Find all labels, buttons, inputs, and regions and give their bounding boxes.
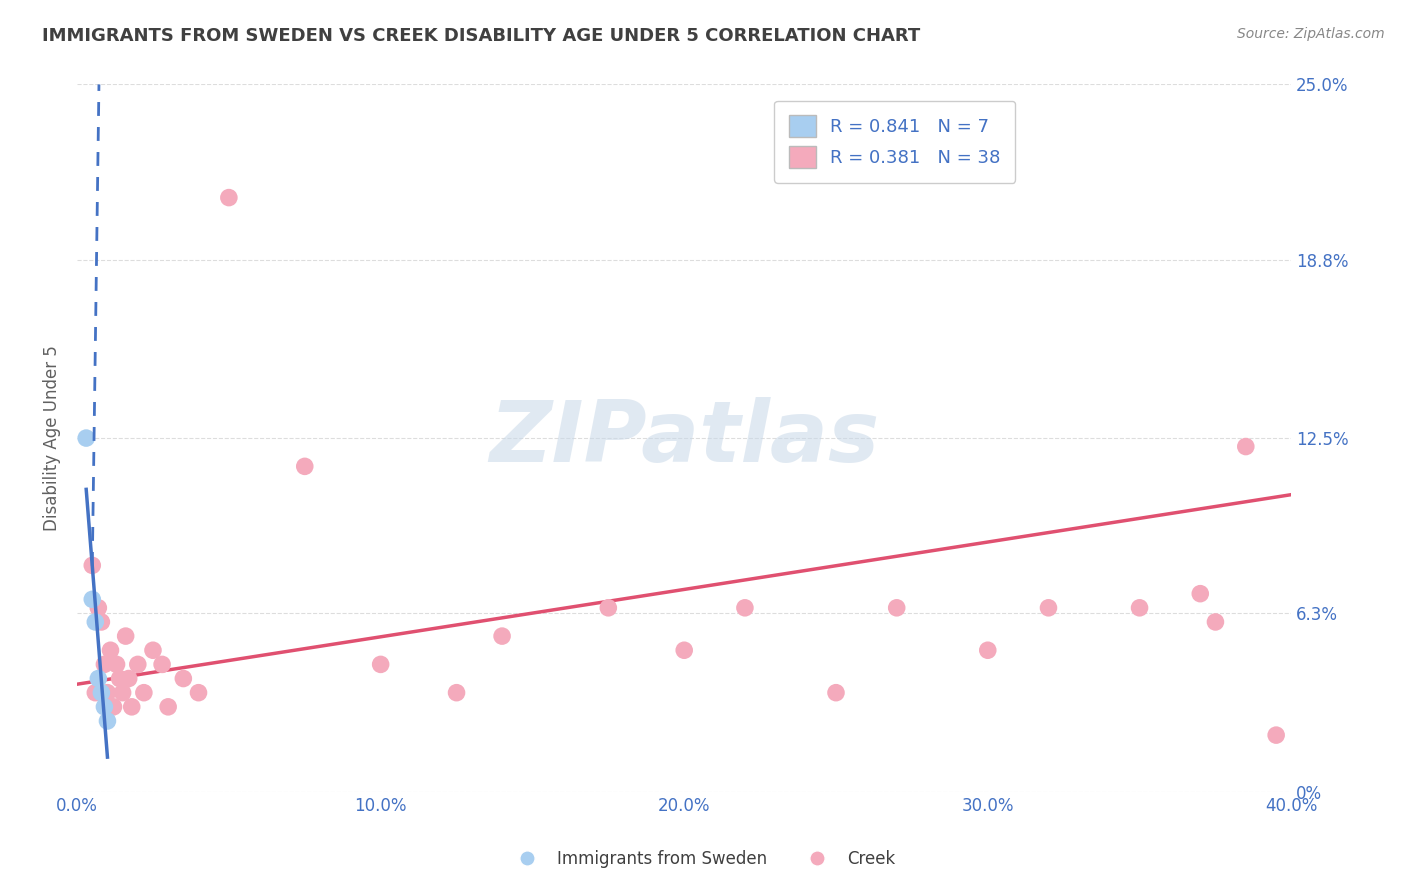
Point	[142, 643, 165, 657]
Point	[105, 657, 128, 672]
Point	[84, 686, 107, 700]
Point	[294, 459, 316, 474]
Point	[87, 600, 110, 615]
Point	[1038, 600, 1060, 615]
Y-axis label: Disability Age Under 5: Disability Age Under 5	[44, 345, 60, 531]
Point	[1265, 728, 1288, 742]
Point	[886, 600, 908, 615]
Point	[96, 686, 118, 700]
Point	[111, 686, 134, 700]
Point	[108, 672, 131, 686]
Point	[90, 615, 112, 629]
Point	[96, 714, 118, 728]
Point	[93, 699, 115, 714]
Point	[114, 629, 136, 643]
Point	[157, 699, 180, 714]
Text: Source: ZipAtlas.com: Source: ZipAtlas.com	[1237, 27, 1385, 41]
Text: IMMIGRANTS FROM SWEDEN VS CREEK DISABILITY AGE UNDER 5 CORRELATION CHART: IMMIGRANTS FROM SWEDEN VS CREEK DISABILI…	[42, 27, 921, 45]
Point	[370, 657, 392, 672]
Point	[121, 699, 143, 714]
Point	[673, 643, 696, 657]
Point	[1189, 587, 1212, 601]
Point	[825, 686, 848, 700]
Point	[1204, 615, 1226, 629]
Point	[1234, 440, 1257, 454]
Point	[150, 657, 173, 672]
Point	[734, 600, 756, 615]
Point	[132, 686, 155, 700]
Point	[82, 558, 104, 573]
Point	[127, 657, 149, 672]
Point	[172, 672, 194, 686]
Point	[84, 615, 107, 629]
Point	[446, 686, 468, 700]
Point	[491, 629, 513, 643]
Legend: R = 0.841   N = 7, R = 0.381   N = 38: R = 0.841 N = 7, R = 0.381 N = 38	[775, 101, 1015, 183]
Point	[1128, 600, 1150, 615]
Point	[187, 686, 209, 700]
Point	[87, 672, 110, 686]
Point	[100, 643, 122, 657]
Text: ZIPatlas: ZIPatlas	[489, 397, 879, 480]
Legend: Immigrants from Sweden, Creek: Immigrants from Sweden, Creek	[503, 844, 903, 875]
Point	[977, 643, 1000, 657]
Point	[93, 657, 115, 672]
Point	[218, 191, 240, 205]
Point	[82, 592, 104, 607]
Point	[75, 431, 97, 445]
Point	[598, 600, 620, 615]
Point	[118, 672, 141, 686]
Point	[103, 699, 125, 714]
Point	[90, 686, 112, 700]
